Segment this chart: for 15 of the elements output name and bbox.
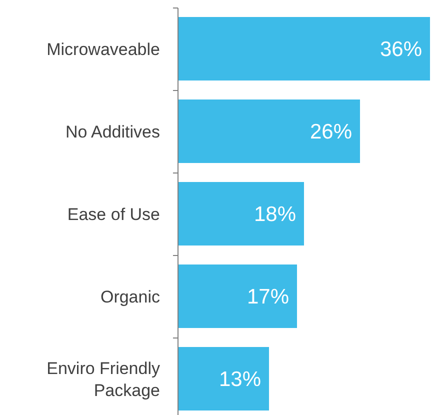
- y-tick-label: Ease of Use: [67, 205, 160, 224]
- bar: [178, 347, 269, 410]
- bar: [178, 17, 430, 80]
- y-tick-label: No Additives: [66, 122, 160, 142]
- data-label: 36%: [380, 38, 422, 62]
- bar: [178, 100, 360, 163]
- y-tick-label: Organic: [100, 288, 160, 307]
- data-label: 26%: [310, 120, 352, 144]
- data-label: 18%: [254, 203, 296, 226]
- bar: [178, 264, 297, 328]
- data-label: 13%: [218, 368, 261, 392]
- y-tick-label: Enviro Friendly Package: [46, 359, 160, 400]
- y-tick-label: Microwaveable: [46, 40, 160, 60]
- data-label: 17%: [246, 286, 289, 309]
- bar: [178, 182, 304, 246]
